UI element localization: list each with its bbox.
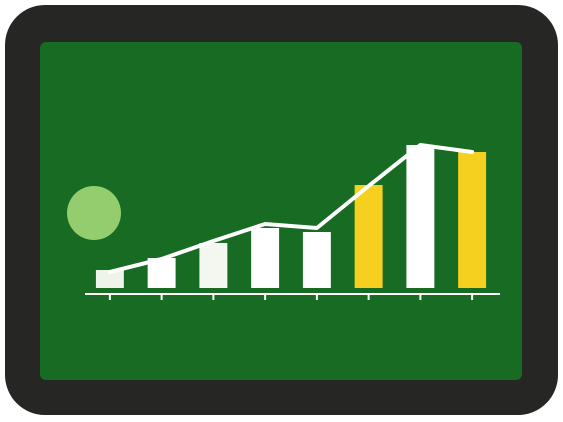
bar <box>354 185 383 288</box>
bar <box>95 270 124 288</box>
bar <box>406 145 435 288</box>
bar <box>458 152 487 288</box>
bar <box>199 243 228 288</box>
trend-line <box>107 143 475 274</box>
bar <box>302 232 331 288</box>
board-screen <box>40 42 522 380</box>
sun-circle <box>67 186 121 240</box>
bar <box>251 228 280 288</box>
